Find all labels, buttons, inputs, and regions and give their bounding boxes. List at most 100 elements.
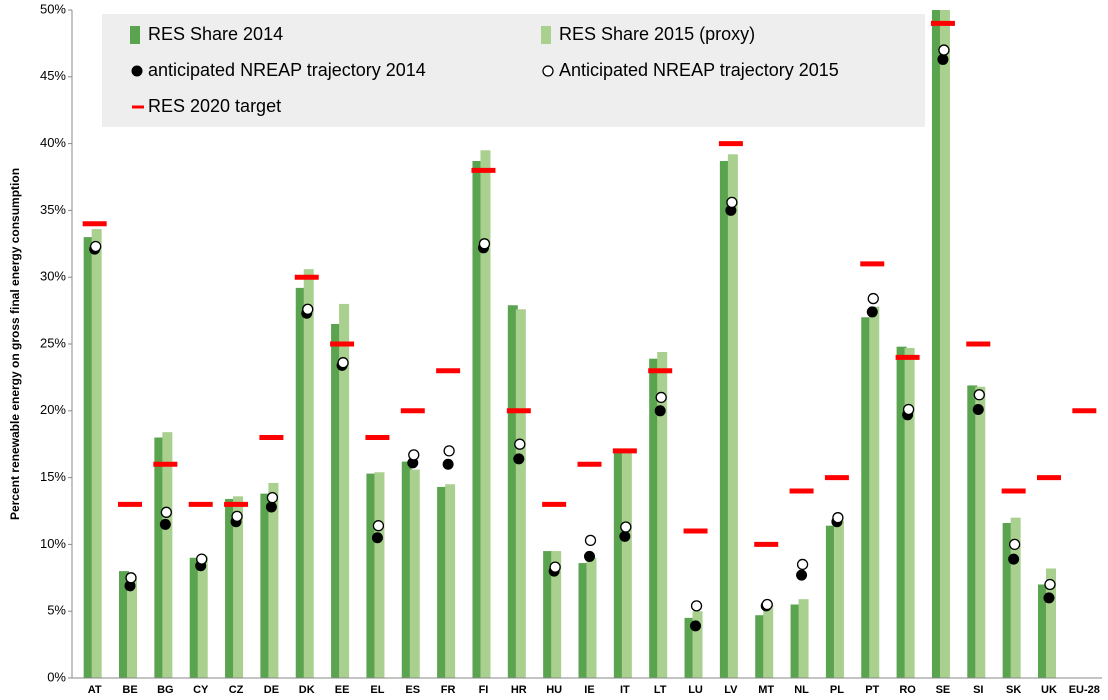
- bar: [1010, 517, 1021, 678]
- x-tick-label: BE: [122, 684, 137, 696]
- point: [442, 458, 454, 470]
- legend-box: [102, 14, 925, 127]
- bar: [154, 437, 165, 678]
- point: [478, 238, 491, 250]
- bar: [825, 525, 836, 678]
- legend-swatch: [542, 65, 554, 77]
- x-tick-label: ES: [405, 684, 420, 696]
- bar: [727, 154, 738, 678]
- bar: [763, 604, 774, 678]
- bar: [1045, 568, 1056, 678]
- legend-label: RES 2020 target: [148, 96, 281, 116]
- bar: [975, 386, 986, 678]
- bar: [507, 305, 518, 678]
- bar: [189, 557, 200, 678]
- bar: [967, 385, 978, 678]
- point: [1044, 578, 1056, 591]
- x-tick-label: HR: [511, 684, 527, 696]
- legend-label: anticipated NREAP trajectory 2014: [148, 60, 426, 80]
- bar: [613, 449, 624, 678]
- legend-label: RES Share 2015 (proxy): [559, 24, 755, 44]
- point: [372, 520, 385, 532]
- point: [159, 518, 171, 530]
- point: [1008, 538, 1021, 551]
- legend-swatch: [130, 26, 140, 44]
- x-tick-label: IE: [584, 684, 594, 696]
- bar: [543, 551, 554, 678]
- bar: [260, 493, 271, 678]
- bar: [931, 10, 942, 678]
- plot-area: [82, 10, 1097, 678]
- x-tick-label: LV: [724, 684, 738, 696]
- x-tick-label: SI: [973, 684, 983, 696]
- point: [796, 558, 809, 571]
- y-tick-label: 15%: [40, 469, 66, 484]
- point: [337, 357, 349, 369]
- bar: [445, 484, 456, 678]
- point: [265, 501, 277, 513]
- bar: [409, 469, 420, 678]
- point: [832, 512, 844, 524]
- point: [160, 506, 173, 518]
- point: [514, 438, 526, 450]
- x-tick-label: LU: [688, 684, 703, 696]
- x-tick-label: AT: [88, 684, 102, 696]
- bar: [374, 472, 385, 678]
- point: [690, 600, 703, 612]
- bar: [755, 615, 766, 678]
- y-tick-label: 35%: [40, 202, 66, 217]
- bar: [401, 461, 412, 678]
- point: [796, 569, 808, 581]
- bar: [295, 287, 306, 678]
- point: [902, 403, 915, 416]
- y-axis-label: Percent renewable energy on gross final …: [8, 168, 22, 520]
- bar: [939, 10, 950, 678]
- point: [619, 530, 631, 542]
- point: [513, 453, 525, 465]
- point: [620, 521, 632, 533]
- point: [90, 240, 102, 253]
- x-tick-label: SK: [1006, 684, 1021, 696]
- x-tick-label: SE: [936, 684, 951, 696]
- legend-label: RES Share 2014: [148, 24, 283, 44]
- bar: [649, 358, 660, 678]
- bar: [303, 269, 314, 678]
- x-tick-label: BG: [157, 684, 174, 696]
- x-tick-label: NL: [794, 684, 809, 696]
- x-tick-label: HU: [546, 684, 562, 696]
- x-tick-label: LT: [654, 684, 667, 696]
- bar: [790, 604, 801, 678]
- point: [266, 491, 279, 504]
- point: [196, 553, 208, 565]
- y-tick-label: 45%: [40, 68, 66, 83]
- y-tick-label: 30%: [40, 269, 66, 284]
- bar: [197, 556, 208, 678]
- bar: [861, 317, 872, 678]
- x-tick-label: MT: [758, 684, 774, 696]
- bar: [621, 450, 632, 678]
- point: [125, 572, 137, 584]
- point: [654, 405, 666, 417]
- point: [584, 534, 597, 547]
- y-tick-label: 25%: [40, 335, 66, 350]
- y-tick-label: 10%: [40, 536, 66, 551]
- x-tick-label: FR: [441, 684, 456, 696]
- bar: [83, 237, 94, 678]
- point: [371, 532, 383, 544]
- point: [938, 44, 950, 56]
- point: [443, 445, 455, 457]
- bar: [1037, 584, 1048, 678]
- point: [584, 550, 595, 562]
- x-tick-label: CZ: [229, 684, 244, 696]
- bar: [119, 571, 130, 678]
- point: [302, 303, 314, 315]
- bar: [366, 473, 377, 678]
- point: [690, 620, 702, 632]
- bar: [225, 498, 236, 678]
- bar: [331, 323, 342, 678]
- point: [972, 403, 984, 415]
- y-tick-label: 0%: [47, 669, 66, 684]
- x-tick-label: EE: [335, 684, 350, 696]
- point: [408, 449, 420, 461]
